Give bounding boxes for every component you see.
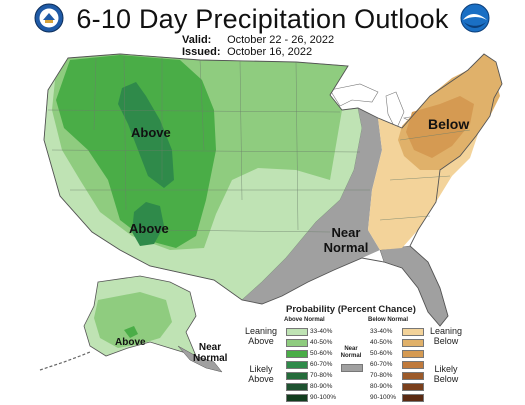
conus-outline [43, 53, 503, 327]
legend-below-swatch [402, 361, 424, 369]
legend-title: Probability (Percent Chance) [286, 304, 416, 315]
legend-below-swatch [402, 328, 424, 336]
label-above-southwest: Above [129, 221, 169, 236]
issued-date: October 16, 2022 [227, 46, 313, 58]
legend-below-swatch [402, 383, 424, 391]
label-above-alaska: Above [115, 337, 146, 348]
conus-near-normal [242, 108, 382, 304]
legend-above-range: 50-60% [310, 350, 333, 357]
legend-above-range: 40-50% [310, 339, 333, 346]
date-info: Valid: October 22 - 26, 2022 Issued: Oct… [182, 34, 334, 58]
legend-below-range: 80-90% [370, 383, 393, 390]
page-title: 6-10 Day Precipitation Outlook [76, 4, 449, 34]
legend-below-range: 33-40% [370, 328, 393, 335]
noaa-logo-icon [460, 3, 490, 33]
valid-label: Valid: [182, 34, 212, 46]
legend-below-range: 40-50% [370, 339, 393, 346]
doc-seal-icon [34, 3, 64, 33]
legend-below-range: 50-60% [370, 350, 393, 357]
legend-below-header: Below Normal [368, 317, 409, 323]
legend-above-swatch [286, 350, 308, 358]
legend-above-swatch [286, 383, 308, 391]
legend-below-swatch [402, 350, 424, 358]
legend-above-header: Above Normal [284, 317, 325, 323]
issued-label: Issued: [182, 46, 221, 58]
legend-above-range: 33-40% [310, 328, 333, 335]
legend-below-swatch [402, 372, 424, 380]
label-below-northeast: Below [428, 116, 470, 132]
alaska-50-60 [124, 326, 138, 338]
maine-below [470, 54, 502, 98]
label-near-normal: Near Normal [323, 225, 369, 255]
alaska-40-50 [94, 292, 172, 348]
legend-above-range: 70-80% [310, 372, 333, 379]
label-above-northwest: Above [131, 125, 171, 140]
legend-above-range: 60-70% [310, 361, 333, 368]
alaska-aleutians [39, 351, 91, 371]
legend-above-swatch [286, 394, 308, 402]
legend-near-swatch [341, 364, 363, 372]
conus-60-70-south [132, 202, 164, 246]
valid-dates: October 22 - 26, 2022 [227, 34, 335, 46]
legend-above-swatch [286, 361, 308, 369]
legend-above-swatch [286, 339, 308, 347]
legend-below-swatch [402, 339, 424, 347]
legend-likely-above: Likely Above [248, 364, 274, 384]
conus-50-60-below [406, 96, 474, 158]
legend-above-swatch [286, 328, 308, 336]
alaska-near-normal [177, 345, 223, 373]
state-lines [47, 55, 471, 233]
label-near-normal-alaska: Near Normal [193, 342, 228, 364]
legend: Probability (Percent Chance) Above Norma… [240, 300, 480, 405]
legend-above-range: 90-100% [310, 394, 337, 401]
legend-below-swatch [402, 394, 424, 402]
legend-likely-below: Likely Below [433, 364, 459, 384]
legend-leaning-above: Leaning Above [244, 326, 278, 346]
legend-below-range: 90-100% [370, 394, 397, 401]
conus-60-70-north [118, 82, 174, 188]
legend-above-swatch [286, 372, 308, 380]
legend-below-range: 60-70% [370, 361, 393, 368]
conus-50-60-area [56, 55, 216, 248]
legend-above-range: 80-90% [310, 383, 333, 390]
legend-leaning-below: Leaning Below [429, 326, 463, 346]
legend-below-range: 70-80% [370, 372, 393, 379]
legend-near-header: Near Normal [340, 346, 362, 359]
